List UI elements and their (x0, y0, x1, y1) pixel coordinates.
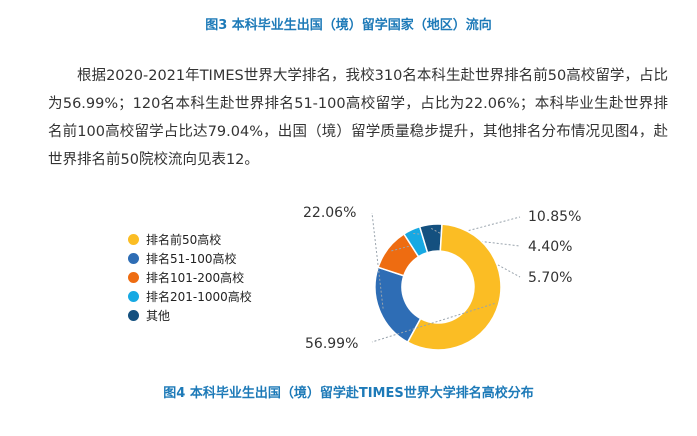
legend-label: 排名51-100高校 (146, 252, 237, 266)
legend-label: 排名101-200高校 (146, 271, 245, 285)
legend-swatch (128, 310, 139, 321)
legend-label: 排名前50高校 (146, 233, 222, 247)
legend-item: 其他 (128, 306, 252, 325)
chart-legend: 排名前50高校 排名51-100高校 排名101-200高校 排名201-100… (128, 230, 252, 325)
data-label: 5.70% (528, 270, 572, 286)
data-label: 56.99% (305, 336, 358, 352)
data-label: 4.40% (528, 239, 572, 255)
figure-4-caption: 图4 本科毕业生出国（境）留学赴TIMES世界大学排名高校分布 (163, 386, 534, 401)
leader-line (371, 212, 384, 309)
data-label: 10.85% (528, 209, 581, 225)
leader-line (371, 303, 495, 343)
body-paragraph: 根据2020-2021年TIMES世界大学排名，我校310名本科生赴世界排名前5… (48, 68, 668, 168)
legend-swatch (128, 291, 139, 302)
legend-item: 排名前50高校 (128, 230, 252, 249)
legend-swatch (128, 253, 139, 264)
legend-item: 排名201-1000高校 (128, 287, 252, 306)
legend-item: 排名51-100高校 (128, 249, 252, 268)
legend-label: 排名201-1000高校 (146, 290, 252, 304)
legend-label: 其他 (146, 309, 171, 323)
data-label: 22.06% (303, 205, 356, 221)
legend-item: 排名101-200高校 (128, 268, 252, 287)
figure-3-caption: 图3 本科毕业生出国（境）留学国家（地区）流向 (205, 18, 492, 33)
donut-slice (406, 223, 502, 351)
legend-swatch (128, 234, 139, 245)
legend-swatch (128, 272, 139, 283)
